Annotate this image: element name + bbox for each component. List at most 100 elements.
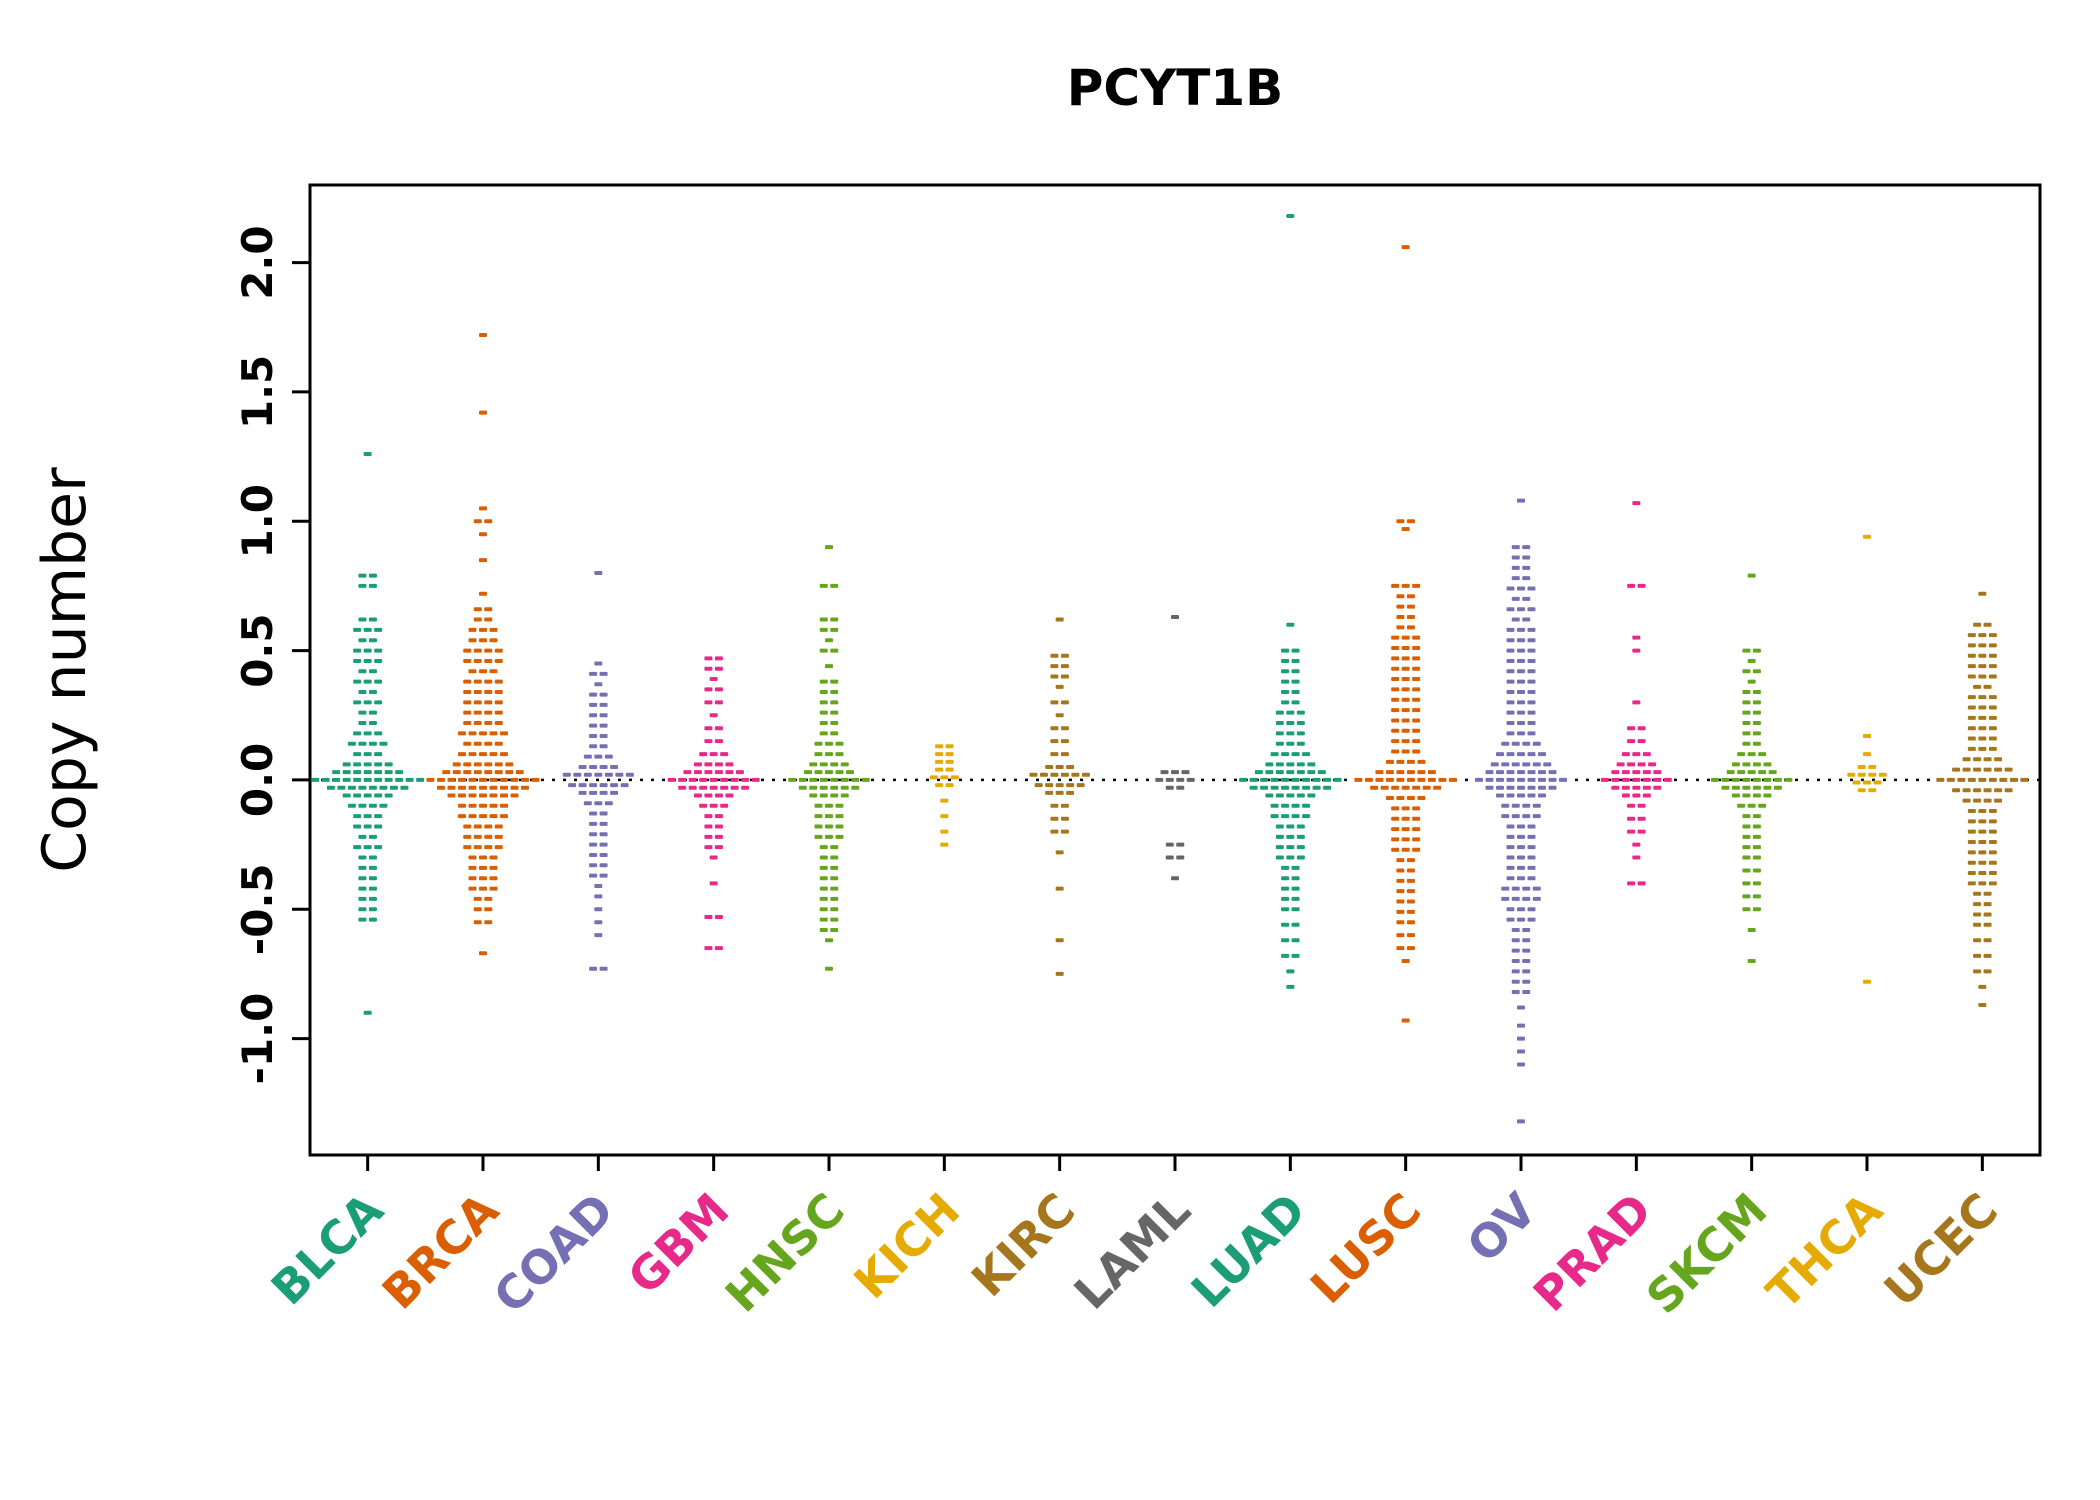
data-point-dash bbox=[599, 863, 608, 868]
data-point-dash bbox=[1967, 736, 1976, 741]
data-point-dash bbox=[1291, 658, 1300, 663]
data-point-dash bbox=[1527, 845, 1536, 850]
data-point-dash bbox=[1752, 894, 1761, 899]
data-point-dash bbox=[479, 752, 487, 757]
data-point-dash bbox=[830, 907, 839, 912]
data-point-dash bbox=[935, 752, 944, 757]
data-point-dash bbox=[1055, 850, 1064, 855]
data-point-dash bbox=[1506, 700, 1515, 705]
data-point-dash bbox=[368, 785, 377, 790]
data-point-dash bbox=[1401, 697, 1410, 702]
data-point-dash bbox=[473, 658, 482, 663]
data-point-dash bbox=[1391, 646, 1400, 651]
data-point-dash bbox=[1978, 653, 1987, 658]
data-point-dash bbox=[1401, 728, 1410, 733]
data-point-dash bbox=[678, 785, 687, 790]
data-point-dash bbox=[709, 777, 718, 782]
data-point-dash bbox=[473, 710, 482, 715]
data-point-dash bbox=[1978, 633, 1987, 638]
data-point-dash bbox=[1973, 953, 1982, 958]
data-point-dash bbox=[1973, 891, 1982, 896]
data-point-dash bbox=[1522, 886, 1531, 891]
data-point-dash bbox=[1281, 669, 1290, 674]
data-point-dash bbox=[1978, 850, 1987, 855]
data-point-dash bbox=[510, 777, 519, 782]
data-point-dash bbox=[379, 803, 388, 808]
data-point-dash bbox=[1627, 762, 1636, 767]
data-point-dash bbox=[1260, 777, 1269, 782]
data-point-dash bbox=[368, 741, 377, 746]
data-point-dash bbox=[479, 886, 487, 891]
data-point-dash bbox=[1296, 834, 1305, 839]
data-point-dash bbox=[1973, 798, 1982, 803]
data-point-dash bbox=[1412, 677, 1421, 682]
data-point-dash bbox=[1375, 770, 1384, 775]
data-point-dash bbox=[589, 744, 598, 749]
data-point-dash bbox=[1511, 555, 1520, 560]
data-point-dash bbox=[1559, 777, 1567, 782]
data-point-dash bbox=[468, 785, 477, 790]
data-point-dash bbox=[479, 785, 487, 790]
data-point-dash bbox=[929, 775, 938, 780]
x-label-BRCA: BRCA bbox=[372, 1182, 509, 1319]
data-point-dash bbox=[840, 762, 849, 767]
data-point-dash bbox=[479, 558, 487, 563]
data-point-dash bbox=[1490, 762, 1499, 767]
data-point-dash bbox=[1752, 793, 1761, 798]
data-point-dash bbox=[1983, 622, 1992, 627]
data-point-dash bbox=[484, 770, 493, 775]
data-point-dash bbox=[1983, 788, 1992, 793]
data-point-dash bbox=[1417, 777, 1426, 782]
data-point-dash bbox=[1763, 793, 1772, 798]
data-point-dash bbox=[1281, 814, 1290, 819]
data-point-dash bbox=[1517, 498, 1525, 503]
data-point-dash bbox=[1165, 842, 1174, 847]
data-point-dash bbox=[473, 617, 482, 622]
data-point-dash bbox=[1517, 1119, 1525, 1124]
data-point-dash bbox=[1417, 770, 1426, 775]
data-point-dash bbox=[479, 865, 487, 870]
data-point-dash bbox=[1967, 871, 1976, 876]
data-point-dash bbox=[1752, 881, 1761, 886]
data-point-dash bbox=[1752, 762, 1761, 767]
data-point-dash bbox=[405, 777, 414, 782]
data-point-dash bbox=[363, 679, 372, 684]
data-point-dash bbox=[1060, 739, 1069, 744]
data-point-dash bbox=[1632, 770, 1641, 775]
data-point-dash bbox=[1517, 785, 1525, 790]
y-axis: 2.0 1.5 1.0 0.5 0.0 -0.5 -1.0 bbox=[233, 225, 310, 1085]
y-tick-label: -1.0 bbox=[233, 993, 282, 1085]
data-point-dash bbox=[1983, 684, 1992, 689]
data-point-dash bbox=[1270, 814, 1279, 819]
data-point-dash bbox=[379, 785, 388, 790]
beeswarm-HNSC bbox=[788, 545, 870, 971]
data-point-dash bbox=[1265, 770, 1274, 775]
data-point-dash bbox=[1517, 1062, 1525, 1067]
data-point-dash bbox=[1988, 633, 1997, 638]
data-point-dash bbox=[1286, 824, 1295, 829]
data-point-dash bbox=[1050, 653, 1059, 658]
data-point-dash bbox=[819, 793, 828, 798]
data-point-dash bbox=[347, 803, 356, 808]
data-point-dash bbox=[1973, 622, 1982, 627]
data-point-dash bbox=[353, 700, 362, 705]
data-point-dash bbox=[1747, 573, 1756, 578]
data-point-dash bbox=[1506, 669, 1515, 674]
data-point-dash bbox=[1967, 726, 1976, 731]
x-label-BLCA: BLCA bbox=[261, 1182, 394, 1315]
data-point-dash bbox=[1517, 865, 1525, 870]
data-point-dash bbox=[1506, 855, 1515, 860]
data-point-dash bbox=[358, 638, 367, 643]
data-point-dash bbox=[1957, 777, 1966, 782]
data-point-dash bbox=[1637, 762, 1646, 767]
beeswarm-UCEC bbox=[1936, 591, 2029, 1007]
data-point-dash bbox=[1281, 679, 1290, 684]
data-point-dash bbox=[1978, 705, 1987, 710]
data-point-dash bbox=[830, 917, 839, 922]
data-point-dash bbox=[1286, 731, 1295, 736]
data-point-dash bbox=[599, 744, 608, 749]
data-point-dash bbox=[1627, 816, 1636, 821]
data-point-dash bbox=[1517, 876, 1525, 881]
data-point-dash bbox=[1752, 834, 1761, 839]
data-point-dash bbox=[500, 752, 508, 757]
